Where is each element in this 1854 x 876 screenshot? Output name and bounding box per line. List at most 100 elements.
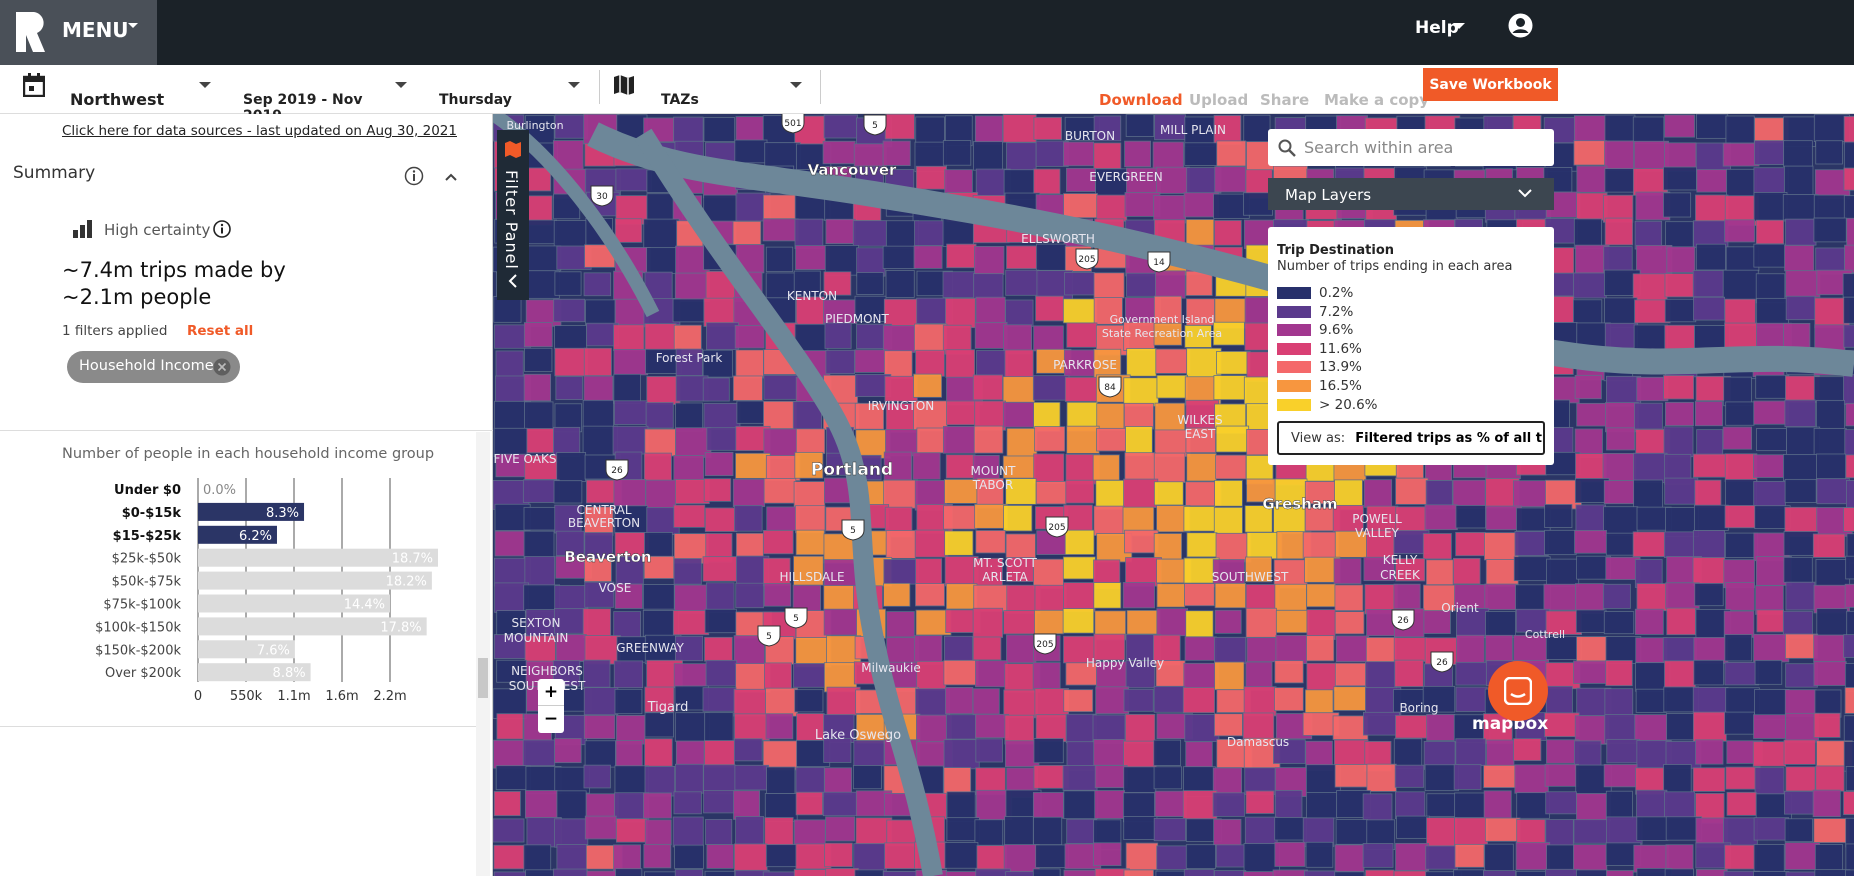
logo (16, 12, 45, 52)
map[interactable]: Burlington Vancouver BURTON MILL PLAIN EVERG… (493, 114, 1854, 876)
view-as-select[interactable]: View as: Filtered trips as % of all tr..… (1277, 421, 1545, 455)
map-zone (766, 766, 796, 794)
map-zone (1544, 529, 1577, 556)
place-label: State Recreation Area (1102, 327, 1222, 340)
map-zone (1274, 583, 1307, 611)
map-zone (1575, 504, 1607, 533)
map-zone (1125, 842, 1159, 871)
map-zone (584, 815, 617, 840)
map-zone (1696, 169, 1728, 193)
shield-label: 205 (1078, 255, 1095, 265)
map-zone (1246, 637, 1278, 663)
map-zone (615, 868, 643, 876)
map-zone (1694, 401, 1723, 427)
map-layers-dropdown[interactable]: Map Layers (1268, 178, 1554, 210)
map-zone (1816, 453, 1847, 480)
place-label: PARKROSE (1053, 358, 1117, 372)
map-zone (1064, 529, 1095, 555)
map-zone (523, 584, 561, 612)
map-zone (1843, 167, 1854, 191)
collapse-icon (508, 274, 517, 288)
filter-panel-tab[interactable]: Filter Panel (497, 130, 529, 300)
map-zone (884, 842, 918, 870)
select-value: Northwest (70, 90, 165, 109)
zoom-in[interactable]: + (543, 682, 559, 702)
user-icon[interactable] (1508, 13, 1533, 38)
map-zone (1093, 115, 1122, 142)
map-zone (1093, 582, 1122, 609)
save-button[interactable]: Save Workbook (1423, 68, 1558, 101)
map-zone (1843, 141, 1854, 170)
map-zone (1063, 193, 1098, 219)
highway-shield (1391, 609, 1415, 631)
upload-link[interactable]: Upload (1189, 91, 1249, 109)
place-label: WILKES (1177, 413, 1222, 427)
map-zone (1393, 870, 1428, 876)
chat-button[interactable] (1488, 661, 1548, 721)
share-label: 8.3% (266, 506, 299, 521)
legend-item: 9.6% (1277, 322, 1353, 338)
map-zone (1514, 531, 1549, 556)
map-zone (644, 323, 677, 352)
map-zone (706, 322, 739, 350)
data-sources-link[interactable]: Click here for data sources - last updat… (62, 123, 457, 139)
legend-swatch (1277, 324, 1311, 337)
headline-line: ~7.4m trips made by (62, 258, 286, 282)
chevron (128, 23, 138, 28)
map-zone (1604, 714, 1638, 744)
map-zone (1214, 636, 1247, 664)
menu-button[interactable]: MENU (0, 0, 157, 65)
map-zone (1696, 429, 1724, 456)
map-zone (916, 427, 947, 454)
reset-link[interactable]: Reset all (187, 323, 254, 339)
search-box[interactable]: Search within area (1268, 129, 1554, 166)
map-zone (1274, 687, 1304, 712)
map-zone (1214, 582, 1246, 609)
map-zone (765, 687, 799, 717)
share-link[interactable]: Share (1260, 91, 1310, 109)
map-zone (494, 530, 527, 557)
map-zone (826, 686, 861, 716)
map-zone (1125, 713, 1156, 744)
map-zone (1216, 140, 1247, 167)
map-zone (585, 299, 616, 325)
share-label: 7.6% (257, 643, 290, 658)
scroll-thumb[interactable] (478, 658, 488, 698)
map-zone (1185, 427, 1216, 454)
map-zone (1123, 740, 1157, 769)
place-label: SEXTON (512, 616, 561, 630)
map-zone (1844, 583, 1854, 608)
map-zone (882, 325, 917, 353)
map-zone (1666, 246, 1696, 273)
copy-link[interactable]: Make a copy (1324, 91, 1430, 109)
map-zone (1784, 818, 1813, 843)
download-link[interactable]: Download (1099, 91, 1183, 109)
map-zone (673, 455, 705, 481)
map-zone (976, 350, 1008, 379)
map-zone (733, 738, 763, 762)
place-label: Portland (811, 460, 893, 480)
map-zone (1034, 426, 1066, 452)
map-zone (1753, 243, 1786, 268)
map-zone (1093, 272, 1125, 299)
bar (198, 617, 427, 636)
map-zone (1785, 218, 1817, 246)
map-zone (675, 763, 704, 794)
map-zone (644, 871, 680, 876)
zoom-out[interactable]: − (538, 705, 564, 732)
chip-remove[interactable] (213, 358, 231, 376)
info-icon[interactable] (213, 220, 233, 240)
map-zone (1516, 792, 1550, 819)
map-zone (1155, 166, 1190, 194)
scrollbar[interactable] (476, 432, 490, 876)
map-zone (583, 272, 612, 297)
map-zone (1184, 116, 1215, 147)
help-menu[interactable]: Help (1415, 18, 1459, 38)
map-zone (1184, 142, 1219, 166)
filter-chip[interactable]: Household Income (67, 351, 240, 383)
bar (198, 571, 432, 590)
section-controls[interactable] (403, 166, 463, 188)
map-zone (1576, 402, 1608, 427)
map-zone (1034, 584, 1067, 612)
map-zone (1273, 506, 1306, 535)
